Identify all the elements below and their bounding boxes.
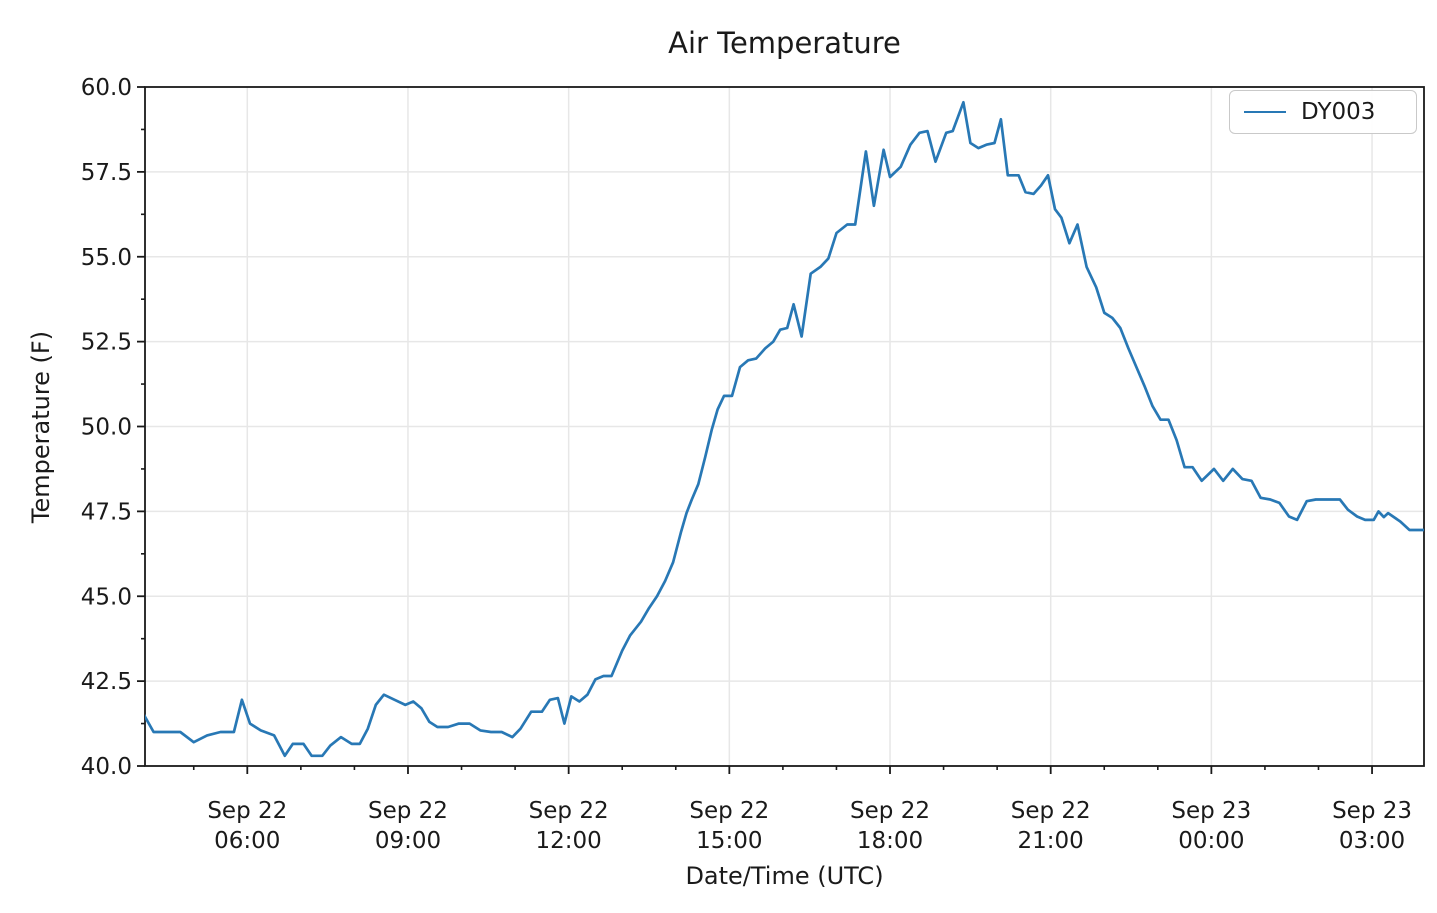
x-tick-label-date: Sep 22: [529, 798, 609, 824]
chart-title: Air Temperature: [668, 26, 901, 60]
x-tick-label-time: 15:00: [696, 828, 762, 854]
x-axis-label: Date/Time (UTC): [685, 862, 884, 890]
x-tick-label-time: 00:00: [1178, 828, 1244, 854]
x-tick-label-time: 09:00: [375, 828, 441, 854]
y-tick-label: 45.0: [81, 584, 132, 610]
x-tick-label-date: Sep 22: [207, 798, 287, 824]
y-tick-label: 55.0: [81, 245, 132, 271]
x-tick-label-date: Sep 23: [1332, 798, 1412, 824]
y-tick-label: 40.0: [81, 754, 132, 780]
y-tick-label: 47.5: [81, 499, 132, 525]
x-tick-label-date: Sep 22: [368, 798, 448, 824]
series-line-DY003: [145, 100, 1424, 758]
legend: DY003: [1229, 90, 1417, 134]
x-tick-label-time: 12:00: [536, 828, 602, 854]
y-tick-label: 52.5: [81, 330, 132, 356]
x-tick-label-time: 06:00: [214, 828, 280, 854]
x-tick-label-date: Sep 22: [1011, 798, 1091, 824]
y-axis-label: Temperature (F): [27, 330, 55, 524]
x-tick-label-time: 21:00: [1018, 828, 1084, 854]
x-tick-label-time: 18:00: [857, 828, 923, 854]
x-tick-label-date: Sep 22: [850, 798, 930, 824]
y-tick-label: 42.5: [81, 669, 132, 695]
legend-series-label: DY003: [1301, 99, 1376, 125]
x-tick-label-date: Sep 23: [1171, 798, 1251, 824]
y-tick-label: 60.0: [81, 75, 132, 101]
y-tick-label: 50.0: [81, 415, 132, 441]
legend-line-sample-icon: [1244, 111, 1286, 113]
y-tick-label: 57.5: [81, 160, 132, 186]
x-tick-label-date: Sep 22: [689, 798, 769, 824]
x-tick-label-time: 03:00: [1339, 828, 1405, 854]
